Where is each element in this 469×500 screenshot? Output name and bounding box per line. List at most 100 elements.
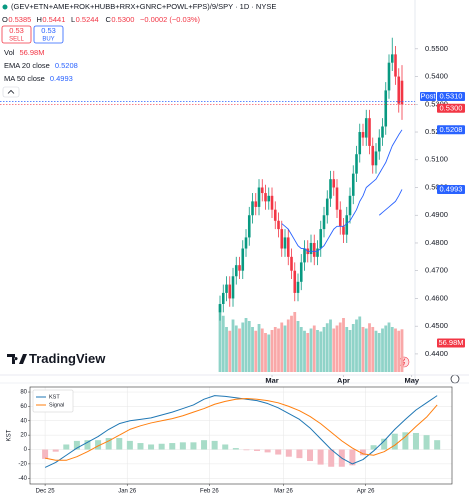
sell-button[interactable]: 0.53 SELL — [1, 25, 32, 44]
volume-bar — [290, 315, 293, 372]
histogram-bar — [179, 442, 186, 450]
candle-body — [251, 201, 254, 216]
volume-bar — [293, 312, 297, 372]
histogram-bar — [116, 438, 123, 450]
y-tick-label: 0.5000 — [425, 182, 448, 191]
alert-icon[interactable] — [398, 356, 410, 368]
volume-bar — [325, 323, 329, 372]
legend-label: KST — [49, 394, 60, 400]
volume-bar — [260, 328, 264, 372]
candle-body — [325, 198, 329, 216]
candle-body — [283, 237, 287, 249]
histogram-bar — [412, 432, 419, 450]
candle-body — [309, 242, 313, 255]
y-tick-label: -20 — [18, 461, 27, 467]
overlay-tag-box — [437, 184, 465, 194]
volume-bar — [338, 322, 342, 372]
candle-body — [225, 284, 228, 293]
volume-bar — [241, 322, 245, 372]
candle-body — [316, 248, 319, 257]
candle-body — [231, 276, 235, 299]
histogram-bar — [359, 449, 366, 456]
x-tick-label: Apr 26 — [357, 489, 375, 495]
candle-body — [238, 265, 241, 271]
histogram-bar — [254, 449, 261, 451]
histogram-bar — [307, 449, 314, 462]
histogram-bar — [190, 442, 197, 450]
sell-price[interactable]: 0.53 — [9, 26, 24, 35]
ohlc-key: C — [106, 15, 112, 24]
y-tick-label: 0.5200 — [425, 127, 448, 136]
indicator-value: 56.98M — [19, 48, 44, 57]
candle-body — [355, 154, 358, 174]
candle-body — [277, 220, 280, 230]
candle-body — [244, 237, 248, 249]
volume-bar — [247, 321, 251, 372]
histogram-bar — [73, 440, 80, 450]
last-price-tag-box — [437, 103, 465, 113]
series-line — [45, 398, 438, 461]
volume-bar — [387, 322, 391, 372]
x-tick-label: May — [404, 376, 419, 385]
candle-body — [335, 187, 339, 210]
candle-body — [358, 132, 362, 155]
y-tick-label: 0.5400 — [425, 72, 448, 81]
histogram-bar — [105, 438, 112, 450]
collapse-button[interactable] — [2, 86, 20, 98]
volume-bar — [400, 329, 404, 372]
post-tag-label: Post — [420, 92, 436, 101]
candle-body — [338, 209, 342, 227]
ohlc-change: −0.0002 (−0.03%) — [140, 15, 201, 24]
volume-bar — [390, 327, 394, 372]
histogram-bar — [95, 440, 102, 450]
candle-body — [351, 173, 355, 196]
indicator-value: 0.4993 — [50, 74, 73, 83]
indicator-name: MA 50 close — [4, 74, 45, 83]
buy-label[interactable]: BUY — [42, 37, 54, 43]
candle-body — [342, 226, 345, 235]
candle-body — [241, 248, 245, 271]
histogram-bar — [137, 443, 144, 450]
sell-box[interactable] — [1, 25, 32, 44]
buy-box[interactable] — [33, 25, 64, 44]
volume-bar — [348, 330, 352, 372]
histogram-bar — [63, 444, 70, 450]
symbol-title: (GEV+ETN+AME+ROK+HUBB+RRX+GNRC+POWL+FPS)… — [11, 2, 276, 11]
logo: TradingView — [7, 351, 106, 366]
histogram-bar — [328, 449, 335, 467]
x-tick-label: Dec 25 — [36, 489, 56, 495]
y-tick-label: 0.5100 — [425, 155, 448, 164]
histogram-bar — [285, 449, 292, 457]
volume-bar — [277, 328, 280, 372]
buy-button[interactable]: 0.53 BUY — [33, 25, 64, 44]
volume-bar — [345, 327, 349, 372]
collapse-box[interactable] — [2, 86, 20, 98]
y-tick-label: 0.5300 — [425, 99, 448, 108]
volume-bar — [377, 333, 381, 372]
histogram-bar — [169, 443, 176, 450]
candle-body — [348, 195, 352, 216]
volume-bar — [329, 319, 332, 372]
volume-bar — [335, 325, 339, 372]
candle-body — [257, 187, 261, 207]
volume-bar — [218, 304, 222, 372]
ohlc-key: L — [71, 15, 75, 24]
histogram-bar — [243, 449, 250, 451]
histogram-bar — [296, 449, 303, 459]
x-tick-label: Feb 26 — [200, 489, 219, 495]
y-tick-label: 40 — [20, 418, 27, 424]
sell-label[interactable]: SELL — [9, 37, 24, 43]
overlay-line — [378, 189, 403, 216]
candle-body — [345, 215, 349, 235]
candle-body — [293, 270, 297, 293]
volume-bar — [238, 328, 241, 372]
x-tick-label: Jan 26 — [118, 489, 137, 495]
histogram-bar — [275, 449, 282, 455]
overlay-tag: 0.4993 — [440, 184, 463, 193]
alert-bolt — [401, 358, 406, 366]
volume-bar — [234, 325, 238, 372]
candle-body — [234, 265, 238, 277]
buy-price[interactable]: 0.53 — [41, 26, 56, 35]
